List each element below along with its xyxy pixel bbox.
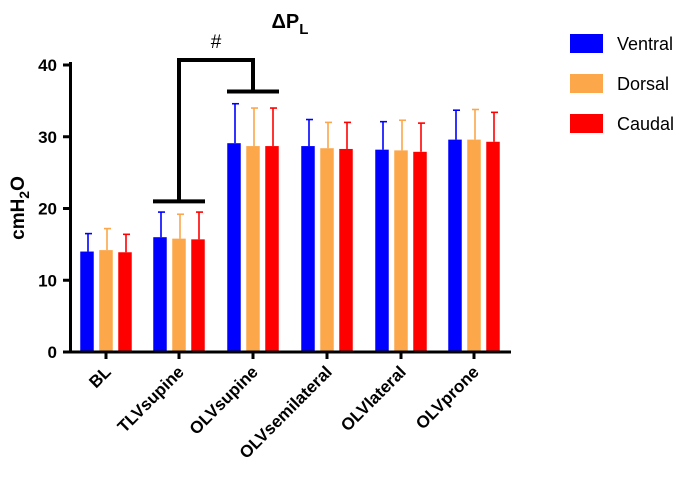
bars-layer bbox=[80, 102, 500, 352]
bar-caudal-olvsupine bbox=[265, 146, 279, 352]
bar-dorsal-bl bbox=[99, 250, 113, 352]
y-axis-label-suffix: O bbox=[8, 176, 29, 191]
chart-title: ΔPL bbox=[272, 11, 309, 38]
axes-layer bbox=[69, 62, 511, 354]
x-tick-label-olvlateral: OLVlateral bbox=[337, 362, 410, 435]
x-tick-label-olvprone: OLVprone bbox=[412, 362, 483, 433]
y-axis-label-prefix: cmH bbox=[8, 199, 29, 240]
legend-swatch-caudal bbox=[570, 114, 603, 133]
x-tick-label-tlvsupine: TLVsupine bbox=[114, 362, 188, 436]
bar-dorsal-olvprone bbox=[467, 139, 481, 352]
chart-title-subscript: L bbox=[299, 21, 308, 38]
bracket-connector bbox=[177, 57, 255, 202]
legend-label-ventral: Ventral bbox=[617, 34, 673, 54]
annotation-layer: # bbox=[153, 32, 279, 204]
legend-label-caudal: Caudal bbox=[617, 114, 674, 134]
bar-dorsal-olvsupine bbox=[246, 146, 260, 352]
bar-caudal-tlvsupine bbox=[191, 239, 205, 352]
bar-caudal-bl bbox=[118, 252, 132, 352]
bar-ventral-olvprone bbox=[448, 139, 462, 352]
bar-dorsal-tlvsupine bbox=[172, 238, 186, 352]
chart-title-main: ΔP bbox=[272, 11, 300, 33]
y-tick-label: 20 bbox=[38, 200, 57, 219]
bar-ventral-bl bbox=[80, 251, 94, 352]
legend-label-dorsal: Dorsal bbox=[617, 74, 669, 94]
legend: Ventral Dorsal Caudal bbox=[570, 34, 674, 134]
bar-ventral-olvsemilateral bbox=[301, 146, 315, 352]
bar-caudal-olvsemilateral bbox=[339, 148, 353, 352]
legend-swatch-dorsal bbox=[570, 74, 603, 93]
x-tick-label-olvsupine: OLVsupine bbox=[186, 362, 262, 438]
y-tick-label: 10 bbox=[38, 271, 57, 290]
legend-swatch-ventral bbox=[570, 34, 603, 53]
y-axis-label: cmH2O bbox=[8, 176, 32, 240]
bar-dorsal-olvlateral bbox=[394, 150, 408, 352]
bar-caudal-olvprone bbox=[486, 141, 500, 352]
bar-caudal-olvlateral bbox=[413, 151, 427, 352]
bar-ventral-tlvsupine bbox=[153, 237, 167, 352]
y-tick-label: 0 bbox=[48, 343, 57, 362]
significance-marker: # bbox=[211, 32, 222, 53]
bar-dorsal-olvsemilateral bbox=[320, 148, 334, 352]
y-axis-label-subscript: 2 bbox=[16, 191, 32, 199]
y-tick-label: 30 bbox=[38, 128, 57, 147]
y-tick-label: 40 bbox=[38, 56, 57, 75]
bar-ventral-olvsupine bbox=[227, 143, 241, 352]
x-tick-label-bl: BL bbox=[85, 362, 114, 391]
bar-ventral-olvlateral bbox=[375, 149, 389, 352]
